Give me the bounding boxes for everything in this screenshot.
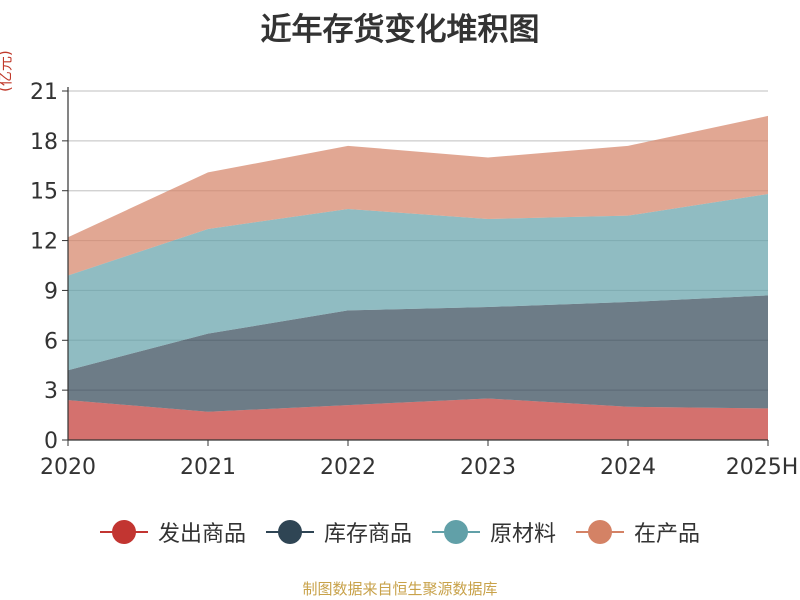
- y-tick-label: 6: [44, 329, 58, 354]
- x-tick-label: 2020: [40, 455, 96, 480]
- y-tick-label: 12: [30, 230, 58, 255]
- legend-swatch-dot: [277, 520, 302, 544]
- y-tick-label: 9: [44, 279, 58, 304]
- legend-swatch-dot: [111, 520, 136, 544]
- chart-title: 近年存货变化堆积图: [260, 12, 540, 48]
- legend-swatch: [576, 520, 625, 544]
- area-series-3: [68, 194, 768, 371]
- legend-swatch: [432, 520, 480, 544]
- legend-label: 原材料: [490, 522, 557, 547]
- x-tick-label: 2022: [320, 455, 376, 480]
- y-tick-label: 0: [44, 429, 58, 454]
- area-series-group: [68, 115, 768, 440]
- legend-item[interactable]: 原材料: [432, 516, 556, 548]
- legend-swatch-dot: [444, 520, 468, 544]
- legend-item[interactable]: 库存商品: [265, 516, 412, 548]
- y-tick-label: 21: [30, 80, 58, 105]
- x-tick-label: 2023: [460, 455, 516, 480]
- area-series-1: [68, 398, 768, 440]
- x-tick-label: 2024: [600, 455, 656, 480]
- legend-item[interactable]: 发出商品: [99, 516, 246, 548]
- legend-swatch: [99, 520, 148, 544]
- legend-swatch-dot: [588, 520, 613, 544]
- area-series-2: [68, 295, 768, 412]
- legend-item[interactable]: 在产品: [576, 516, 700, 548]
- x-tick-label: 2025H: [726, 455, 799, 480]
- area-series-4: [68, 115, 768, 276]
- tick-labels: 0 3 6 9 12 15 18 21 2020 2021 2022 2023 2024 2025H: [30, 80, 798, 480]
- legend: 发出商品 库存商品 原材料 在产品: [0, 516, 800, 548]
- legend-label: 库存商品: [323, 522, 412, 547]
- legend-label: 发出商品: [157, 522, 246, 547]
- y-tick-label: 15: [30, 180, 58, 205]
- legend-label: 在产品: [634, 522, 701, 547]
- legend-swatch: [265, 520, 314, 544]
- x-tick-label: 2021: [180, 455, 236, 480]
- y-tick-label: 3: [44, 379, 58, 404]
- source-note: 制图数据来自恒生聚源数据库: [302, 580, 498, 598]
- y-tick-label: 18: [30, 130, 58, 155]
- axes: [62, 87, 769, 446]
